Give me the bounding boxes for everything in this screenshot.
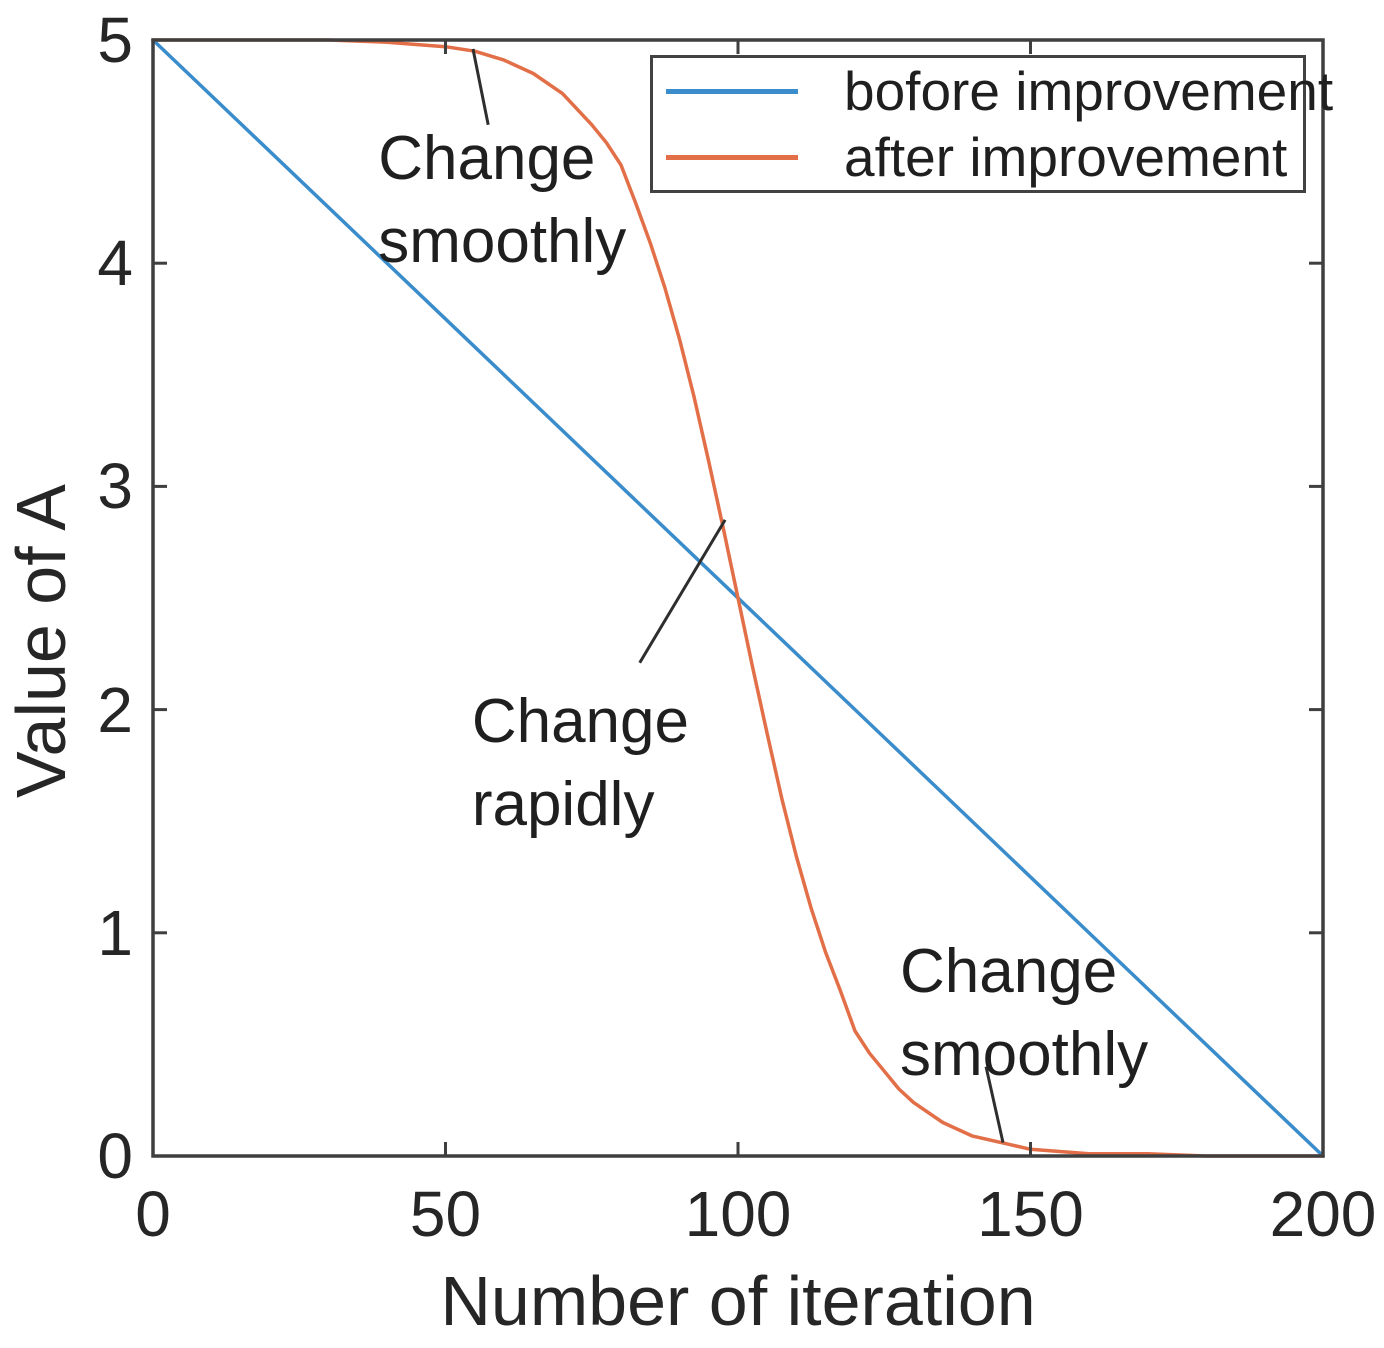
y-axis-title: Value of A [2, 484, 80, 798]
x-tick-label-200: 200 [1269, 1178, 1377, 1250]
y-tick-label-3: 3 [97, 450, 133, 523]
y-tick-label-1: 1 [97, 896, 133, 969]
y-tick-label-0: 0 [97, 1120, 133, 1192]
y-tick-label-2: 2 [97, 673, 133, 746]
legend-item-before: bofore improvement [653, 58, 1333, 124]
legend-line-swatch-after [666, 154, 798, 160]
series-line-after [151, 38, 1325, 1158]
annotation-leader-line-3 [984, 1066, 1005, 1143]
legend: bofore improvement after improvement [650, 55, 1333, 193]
y-tick-label-4: 4 [97, 227, 133, 300]
annotation-leader-line-2 [638, 519, 727, 664]
x-tick-label-0: 0 [135, 1178, 171, 1250]
x-tick-label-100: 100 [684, 1178, 792, 1250]
x-axis-title: Number of iteration [440, 1262, 1036, 1340]
annotation-text-2: Change rapidly [471, 686, 689, 839]
legend-item-after: after improvement [653, 124, 1303, 190]
annotation-leader-line-1 [471, 48, 490, 126]
x-tick-label-50: 50 [409, 1178, 482, 1250]
x-tick-label-150: 150 [977, 1178, 1084, 1250]
annotation-text-1: Change smoothly [378, 124, 627, 277]
legend-line-swatch-before [666, 88, 798, 94]
annotation-text-3: Change smoothly [900, 936, 1149, 1089]
y-tick-label-5: 5 [97, 4, 133, 76]
legend-label-before: bofore improvement [844, 60, 1334, 122]
legend-label-after: after improvement [844, 126, 1288, 188]
